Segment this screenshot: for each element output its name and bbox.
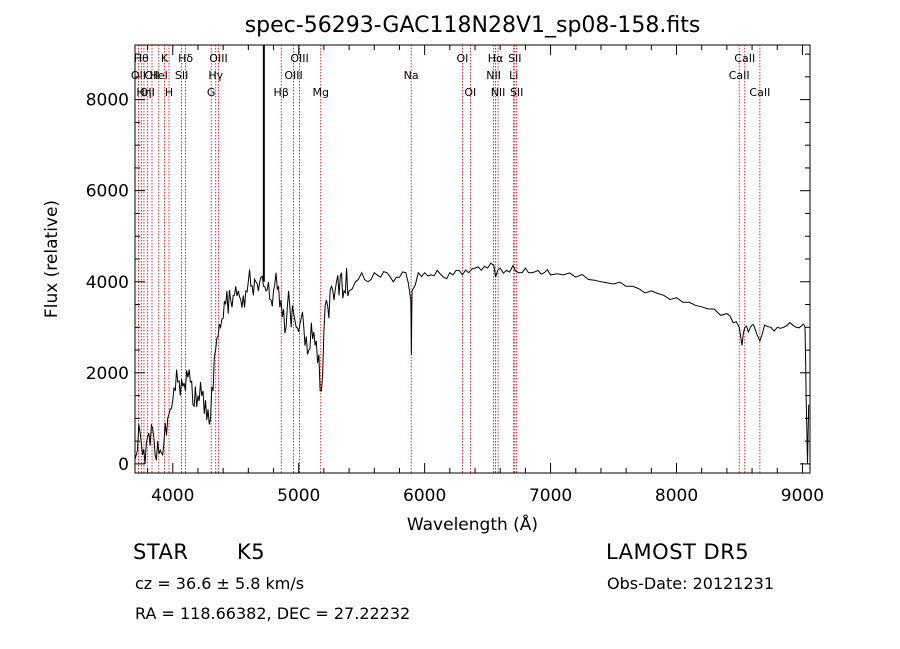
x-tick-label: 5000 xyxy=(277,486,320,506)
spectral-line-label: OI xyxy=(464,86,476,99)
spectral-line-label: Hθ xyxy=(134,52,149,65)
spectral-line-label: NII xyxy=(486,69,501,82)
y-tick-label: 4000 xyxy=(86,273,129,293)
spectral-line-label: H xyxy=(165,86,173,99)
plot-area-frame xyxy=(134,44,811,474)
spectral-subclass: K5 xyxy=(237,540,266,564)
coordinates-readout: RA = 118.66382, DEC = 27.22232 xyxy=(135,604,411,623)
y-axis-label: Flux (relative) xyxy=(42,200,62,318)
spectral-line-label: SII xyxy=(508,52,521,65)
x-tick-label: 6000 xyxy=(403,486,446,506)
spectral-line-label: SII xyxy=(510,86,523,99)
spectral-line-label: OII xyxy=(131,69,146,82)
spectrum-line xyxy=(134,262,810,464)
spectral-line-label: CaII xyxy=(749,86,770,99)
spectral-line-label: SII xyxy=(175,69,188,82)
x-axis-label: Wavelength (Å) xyxy=(407,513,538,535)
spectral-line-label: Hη xyxy=(136,86,151,99)
spectral-line-label: HeI xyxy=(150,69,168,82)
spectral-line-label: K xyxy=(161,52,169,65)
spectral-line-label: OII xyxy=(140,86,155,99)
x-tick-label: 4000 xyxy=(151,486,194,506)
redshift-readout: cz = 36.6 ± 5.8 km/s xyxy=(135,574,305,593)
spectral-line-label: OI xyxy=(456,52,468,65)
chart-title: spec-56293-GAC118N28V1_sp08-158.fits xyxy=(245,13,701,38)
y-tick-label: 6000 xyxy=(86,182,129,202)
spectral-line-label: Hα xyxy=(488,52,504,65)
spectral-line-label: Hδ xyxy=(178,52,193,65)
survey-name: LAMOST DR5 xyxy=(606,540,750,564)
spectral-line-label: Hγ xyxy=(208,69,223,82)
star-class: STAR xyxy=(133,540,189,564)
spectral-line-label: OIII xyxy=(290,52,308,65)
spectral-line-label: NII xyxy=(491,86,506,99)
x-tick-label: 7000 xyxy=(529,486,572,506)
spectral-line-label: OII xyxy=(144,69,159,82)
spectral-line-label: CaII xyxy=(729,69,750,82)
spectral-line-label: Hβ xyxy=(274,86,289,99)
spectral-line-label: Li xyxy=(509,69,518,82)
x-tick-label: 8000 xyxy=(655,486,698,506)
observation-date: Obs-Date: 20121231 xyxy=(607,574,775,593)
x-tick-label: 9000 xyxy=(781,486,824,506)
y-tick-label: 0 xyxy=(118,455,129,475)
spectral-line-label: OIII xyxy=(284,69,302,82)
spectral-line-label: Na xyxy=(404,69,419,82)
spectral-line-label: CaII xyxy=(734,52,755,65)
spectral-line-label: G xyxy=(207,86,216,99)
y-tick-label: 2000 xyxy=(86,364,129,384)
spectral-line-label: OIII xyxy=(209,52,227,65)
y-tick-label: 8000 xyxy=(86,91,129,111)
spectral-line-label: Mg xyxy=(313,86,329,99)
